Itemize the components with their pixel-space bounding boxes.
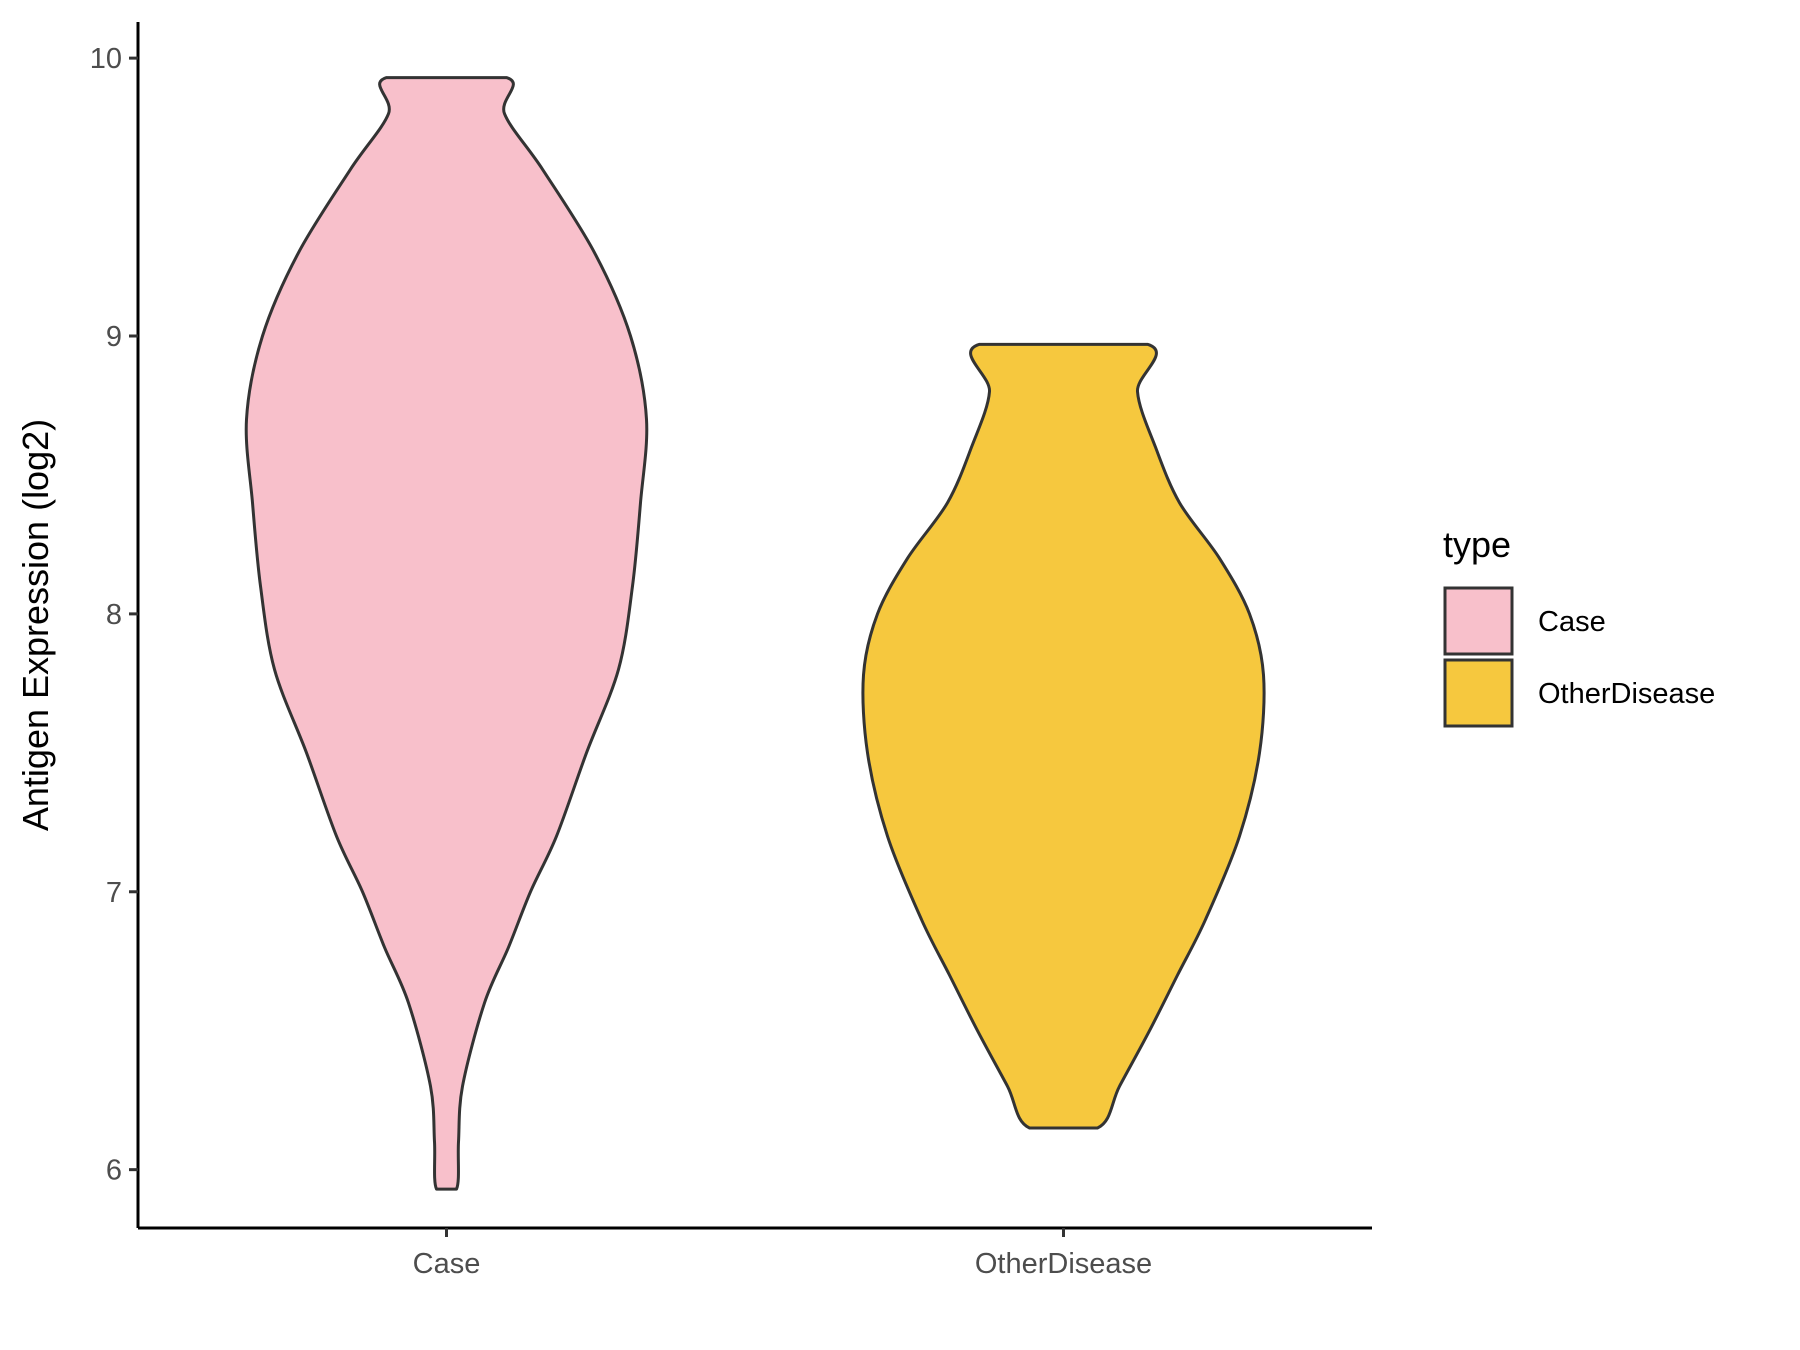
axes: 6 7 8 9 10 Case OtherDisease xyxy=(90,22,1372,1280)
x-tick-label: Case xyxy=(413,1248,481,1280)
legend: type Case OtherDisease xyxy=(1443,524,1715,728)
y-tick-label: 10 xyxy=(90,43,122,75)
violin-otherdisease xyxy=(861,342,1266,1130)
legend-items: Case OtherDisease xyxy=(1443,586,1715,728)
y-tick-label: 8 xyxy=(106,599,122,631)
legend-key-otherdisease xyxy=(1443,658,1514,728)
legend-key-case xyxy=(1443,586,1514,656)
x-tick-label: OtherDisease xyxy=(975,1248,1152,1280)
violin-case xyxy=(244,76,649,1191)
y-tick-label: 7 xyxy=(106,877,122,909)
legend-label: OtherDisease xyxy=(1538,678,1715,710)
violin-layer xyxy=(244,76,1266,1191)
legend-label: Case xyxy=(1538,606,1606,638)
y-tick-label: 9 xyxy=(106,321,122,353)
y-axis-title: Antigen Expression (log2) xyxy=(15,419,56,831)
legend-title: type xyxy=(1443,524,1511,565)
y-tick-label: 6 xyxy=(106,1155,122,1187)
